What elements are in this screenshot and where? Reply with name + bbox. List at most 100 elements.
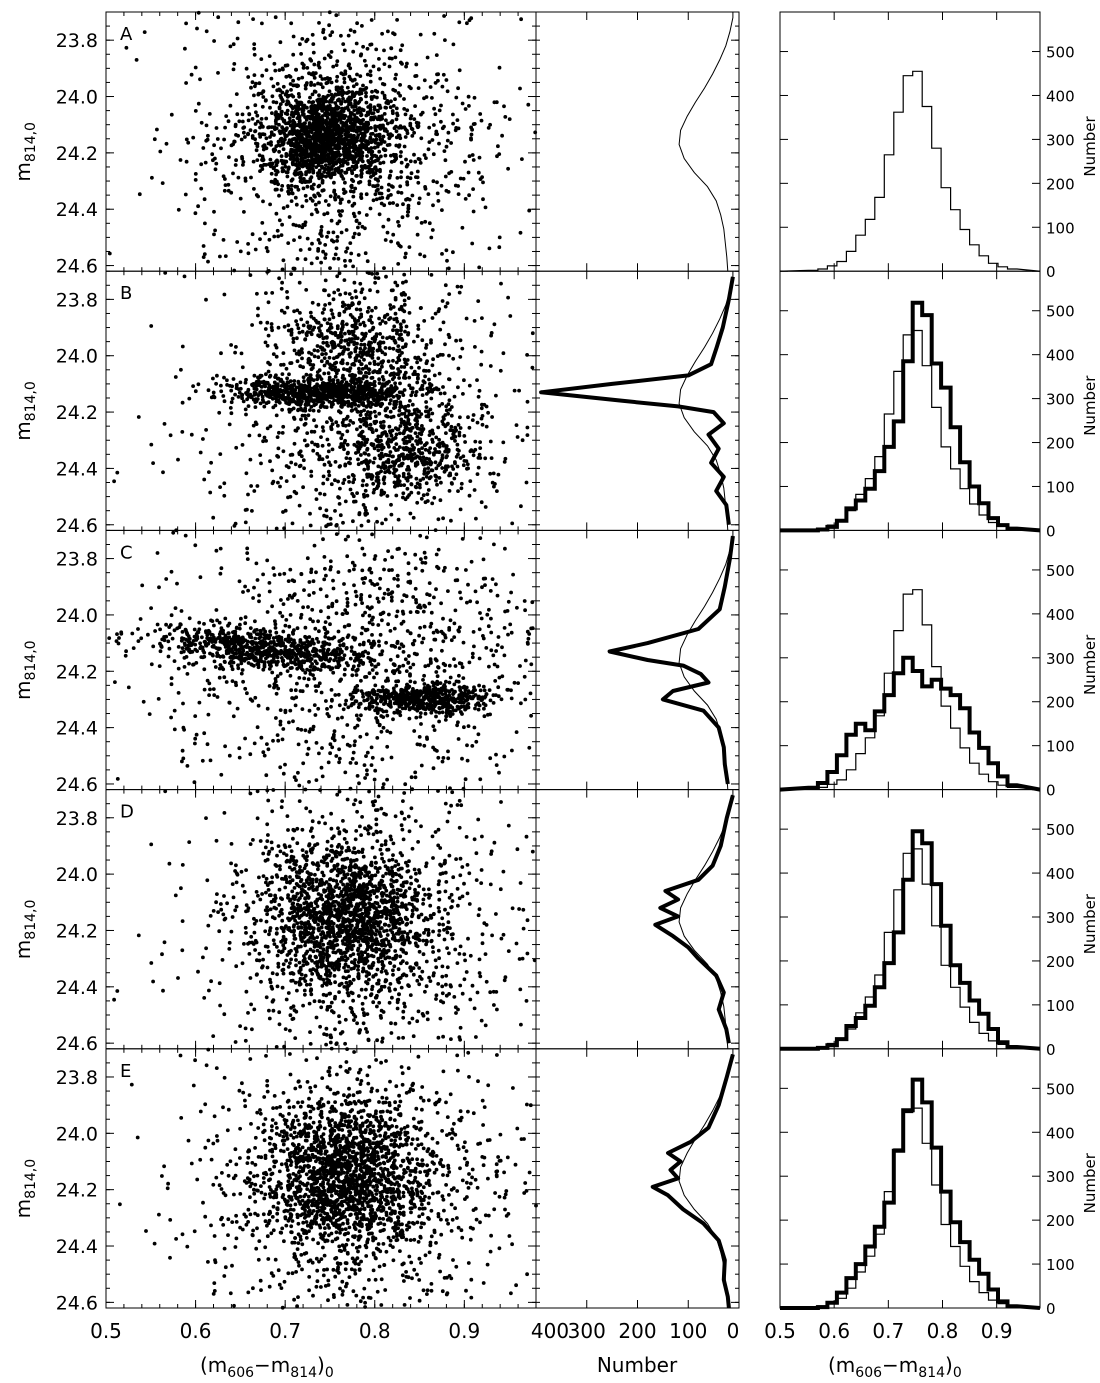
cmd-star-point bbox=[319, 82, 323, 87]
cmd-star-point bbox=[209, 395, 214, 400]
cmd-star-point bbox=[315, 256, 320, 260]
cmd-star-point bbox=[309, 186, 314, 191]
cmd-star-point bbox=[318, 329, 322, 333]
cmd-star-point bbox=[470, 418, 475, 422]
cmd-star-point bbox=[484, 424, 489, 429]
cmd-star-point bbox=[461, 463, 466, 468]
cmd-star-point bbox=[418, 387, 423, 392]
cmd-star-point bbox=[316, 409, 321, 413]
cmd-star-point bbox=[472, 95, 477, 100]
cmd-star-point bbox=[415, 124, 420, 128]
cmd-star-point bbox=[294, 223, 298, 228]
cmd-star-point bbox=[371, 460, 376, 465]
cmd-star-point bbox=[357, 92, 362, 96]
cmd-star-point bbox=[351, 126, 356, 131]
cmd-star-point bbox=[373, 192, 378, 197]
cmd-star-point bbox=[407, 383, 412, 388]
cmd-star-point bbox=[391, 201, 395, 205]
cmd-star-point bbox=[252, 42, 257, 46]
cmd-star-point bbox=[380, 431, 385, 436]
cmd-star-point bbox=[382, 93, 387, 98]
cmd-star-point bbox=[510, 521, 515, 526]
cmd-star-point bbox=[356, 457, 360, 462]
cmd-star-point bbox=[481, 197, 485, 202]
cmd-star-point bbox=[258, 401, 263, 406]
cmd-star-point bbox=[325, 234, 329, 239]
cmd-star-point bbox=[412, 152, 416, 157]
cmd-star-point bbox=[388, 409, 393, 414]
cmd-star-point bbox=[342, 477, 347, 482]
cmd-star-point bbox=[242, 130, 246, 135]
cmd-star-point bbox=[345, 429, 350, 434]
cmd-star-point bbox=[253, 103, 258, 108]
cmd-star-point bbox=[308, 196, 313, 201]
cmd-star-point bbox=[417, 196, 422, 201]
cmd-star-point bbox=[432, 31, 437, 36]
cmd-star-point bbox=[228, 103, 233, 108]
cmd-star-point bbox=[260, 104, 265, 109]
cmd-star-point bbox=[301, 186, 306, 191]
cmd-star-point bbox=[447, 335, 452, 340]
cmd-star-point bbox=[397, 376, 401, 380]
cmd-star-point bbox=[320, 457, 325, 462]
cmd-star-point bbox=[456, 192, 461, 197]
cmd-star-point bbox=[196, 382, 201, 387]
cmd-star-point bbox=[327, 355, 332, 360]
cmd-star-point bbox=[375, 289, 380, 294]
cmd-star-point bbox=[243, 520, 248, 525]
cmd-star-point bbox=[382, 112, 387, 116]
cmd-star-point bbox=[255, 484, 260, 488]
cmd-star-point bbox=[279, 377, 283, 382]
cmd-star-point bbox=[455, 118, 460, 122]
cmd-star-point bbox=[359, 192, 364, 197]
cmd-star-point bbox=[289, 460, 294, 465]
cmd-star-point bbox=[206, 388, 211, 393]
cmd-star-point bbox=[410, 402, 415, 407]
cmd-star-point bbox=[369, 426, 373, 431]
cmd-star-point bbox=[383, 346, 388, 350]
cmd-star-point bbox=[302, 383, 307, 388]
cmd-star-point bbox=[222, 188, 227, 193]
cmd-star-point bbox=[202, 252, 207, 256]
cmd-star-point bbox=[399, 60, 403, 65]
cmd-star-point bbox=[302, 144, 307, 149]
cmd-star-point bbox=[256, 375, 260, 380]
cmd-star-point bbox=[311, 42, 316, 46]
cmd-star-point bbox=[307, 169, 312, 174]
cmd-star-point bbox=[377, 316, 381, 321]
cmd-star-point bbox=[319, 160, 324, 165]
cmd-star-point bbox=[444, 408, 449, 413]
cmd-star-point bbox=[489, 333, 493, 338]
cmd-star-point bbox=[496, 472, 501, 477]
cmd-star-point bbox=[246, 251, 251, 256]
cmd-star-point bbox=[321, 127, 326, 131]
cmd-star-point bbox=[356, 301, 361, 306]
cmd-star-point bbox=[374, 479, 379, 483]
cmd-star-point bbox=[456, 366, 461, 371]
cmd-star-point bbox=[385, 121, 390, 126]
cmd-star-point bbox=[465, 21, 469, 26]
cmd-star-point bbox=[456, 489, 460, 493]
hist-panel-frame-D bbox=[779, 789, 1041, 1050]
cmd-star-point bbox=[409, 458, 414, 463]
cmd-star-point bbox=[316, 171, 320, 176]
cmd-star-point bbox=[226, 182, 231, 187]
cmd-star-point bbox=[162, 422, 167, 426]
cmd-star-point bbox=[343, 291, 348, 296]
cmd-star-point bbox=[399, 170, 404, 174]
cmd-star-point bbox=[526, 102, 531, 107]
cmd-star-point bbox=[234, 382, 239, 387]
cmd-star-point bbox=[475, 378, 479, 382]
cmd-star-point bbox=[341, 444, 345, 449]
cmd-star-point bbox=[359, 164, 364, 169]
cmd-star-point bbox=[151, 461, 156, 465]
cmd-star-point bbox=[288, 82, 293, 86]
cmd-star-point bbox=[387, 64, 392, 69]
cmd-star-point bbox=[323, 243, 328, 247]
cmd-star-point bbox=[246, 404, 251, 408]
cmd-star-point bbox=[295, 158, 300, 163]
cmd-star-point bbox=[393, 435, 398, 440]
cmd-star-point bbox=[383, 320, 388, 325]
cmd-star-point bbox=[163, 271, 168, 275]
cmd-star-point bbox=[396, 190, 401, 195]
